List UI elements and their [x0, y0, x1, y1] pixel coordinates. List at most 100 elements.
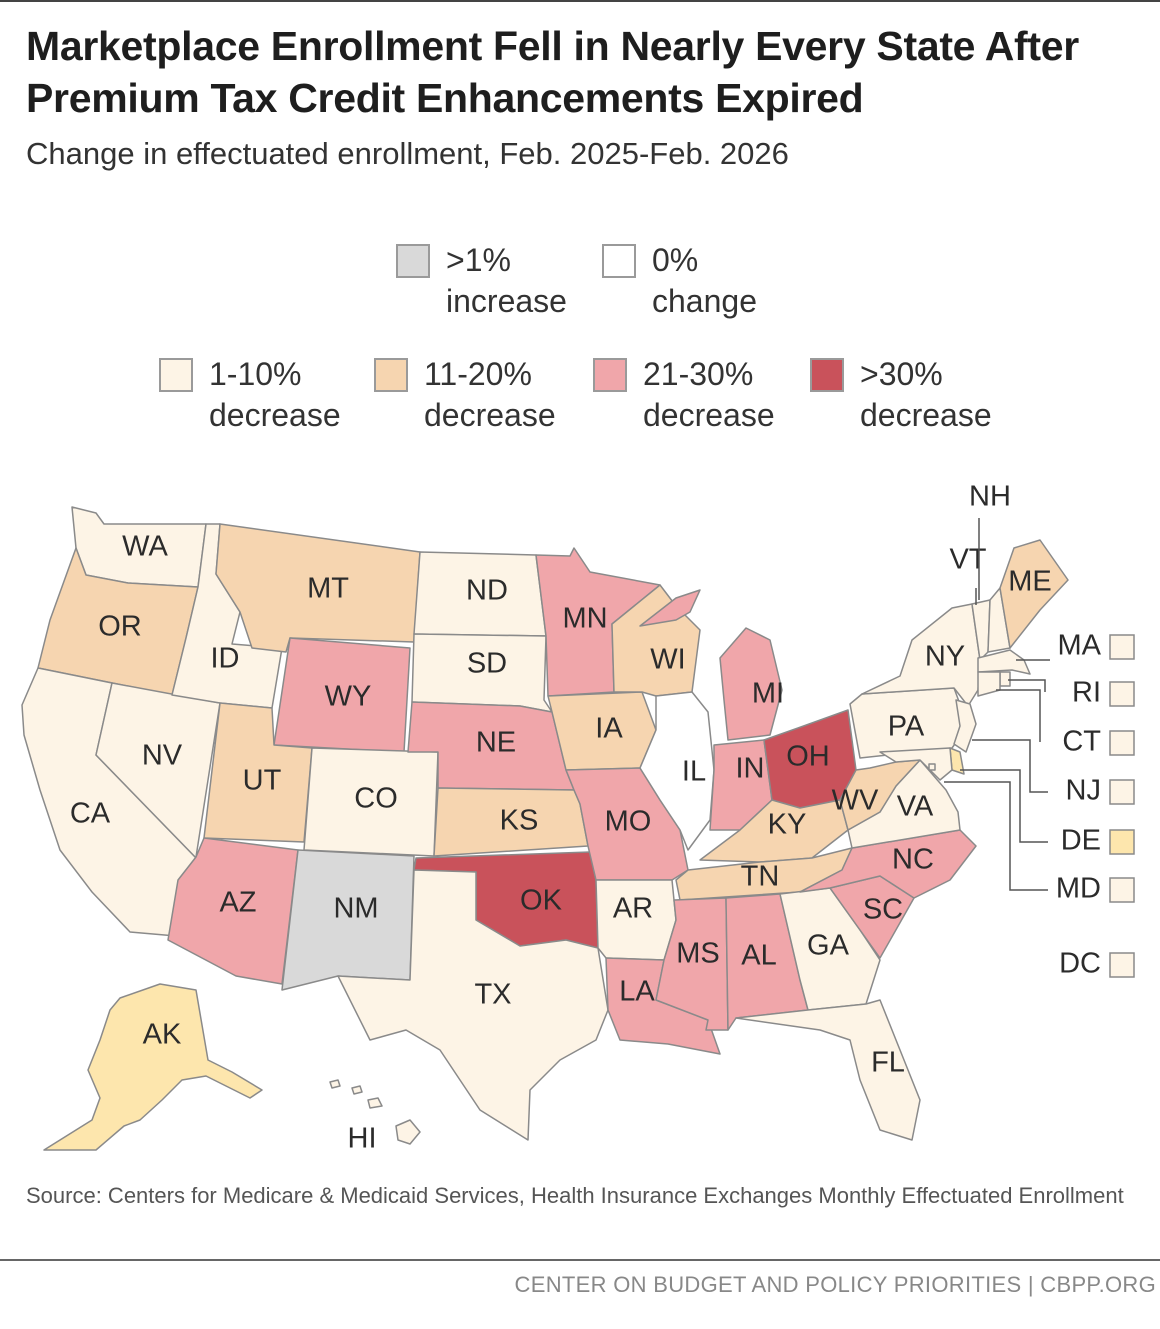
legend-item-dec-1-10: 1-10% decrease — [159, 354, 341, 436]
label-ga: GA — [807, 930, 850, 962]
side-swatch-ma — [1109, 634, 1135, 660]
state-nj[interactable] — [953, 699, 977, 753]
label-ia: IA — [595, 713, 623, 745]
state-ak[interactable] — [43, 983, 263, 1151]
label-il: IL — [682, 756, 706, 788]
label-wa: WA — [122, 531, 168, 563]
label-mn: MN — [562, 603, 607, 635]
bottom-rule — [0, 1259, 1160, 1261]
legend-item-dec-11-20: 11-20% decrease — [374, 354, 556, 436]
label-al: AL — [741, 940, 776, 972]
leader-nj — [972, 739, 1048, 793]
state-nc[interactable] — [799, 829, 977, 899]
label-ky: KY — [768, 809, 807, 841]
top-rule — [0, 0, 1160, 2]
legend-label-dec-30-plus: >30% decrease — [860, 356, 992, 433]
legend-swatch-dec-11-20 — [374, 358, 408, 392]
state-md[interactable] — [879, 747, 953, 781]
legend-item-dec-30-plus: >30% decrease — [810, 354, 992, 436]
legend-item-dec-21-30: 21-30% decrease — [593, 354, 775, 436]
label-hi: HI — [348, 1123, 377, 1155]
state-mi[interactable] — [639, 589, 783, 741]
label-id: ID — [211, 643, 240, 675]
side-label-ri: RI — [1072, 677, 1101, 709]
label-tn: TN — [741, 861, 780, 893]
label-ak: AK — [143, 1019, 182, 1051]
label-in: IN — [736, 753, 765, 785]
side-label-ma: MA — [1058, 630, 1102, 662]
label-sd: SD — [467, 648, 507, 680]
us-map: WA OR CA NV ID MT WY UT CO AZ NM ND SD N… — [21, 481, 1135, 1155]
label-wi: WI — [650, 644, 685, 676]
label-co: CO — [354, 783, 398, 815]
legend-swatch-increase — [396, 244, 430, 278]
state-fl[interactable] — [735, 999, 921, 1141]
label-mt: MT — [307, 573, 349, 605]
side-label-md: MD — [1056, 873, 1101, 905]
state-hi[interactable] — [329, 1079, 421, 1145]
state-dc[interactable] — [928, 763, 936, 771]
side-label-ct: CT — [1062, 726, 1101, 758]
state-il[interactable] — [639, 691, 715, 851]
label-me: ME — [1008, 566, 1052, 598]
label-sc: SC — [863, 894, 903, 926]
label-mi: MI — [752, 678, 784, 710]
label-nh: NH — [969, 481, 1011, 513]
side-swatch-de — [1109, 829, 1135, 855]
label-wv: WV — [832, 785, 879, 817]
leader-ct — [996, 689, 1041, 742]
side-label-nj: NJ — [1066, 775, 1101, 807]
legend-item-no-change: 0% change — [602, 240, 757, 322]
label-fl: FL — [871, 1047, 905, 1079]
label-nv: NV — [142, 740, 183, 772]
legend-label-no-change: 0% change — [652, 242, 757, 319]
side-swatch-nj — [1109, 779, 1135, 805]
state-ri[interactable] — [999, 671, 1011, 687]
legend-item-increase: >1% increase — [396, 240, 567, 322]
label-va: VA — [897, 791, 934, 823]
side-swatch-ri — [1109, 681, 1135, 707]
legend-swatch-dec-30-plus — [810, 358, 844, 392]
legend-label-increase: >1% increase — [446, 242, 567, 319]
label-tx: TX — [474, 979, 511, 1011]
legend-swatch-no-change — [602, 244, 636, 278]
leader-ri — [1008, 679, 1046, 692]
legend-swatch-dec-21-30 — [593, 358, 627, 392]
side-swatch-dc — [1109, 952, 1135, 978]
label-nd: ND — [466, 575, 508, 607]
label-ny: NY — [925, 641, 965, 673]
chart-title: Marketplace Enrollment Fell in Nearly Ev… — [26, 23, 1079, 121]
leader-md — [944, 781, 1048, 891]
label-ok: OK — [520, 885, 563, 917]
label-oh: OH — [786, 741, 830, 773]
label-ks: KS — [500, 805, 539, 837]
side-label-dc: DC — [1059, 948, 1101, 980]
leader-de — [960, 769, 1048, 843]
side-label-de: DE — [1061, 825, 1101, 857]
credit-line: CENTER ON BUDGET AND POLICY PRIORITIES |… — [514, 1272, 1156, 1297]
state-me[interactable] — [999, 539, 1069, 649]
label-ne: NE — [476, 727, 516, 759]
label-ut: UT — [243, 765, 282, 797]
label-nm: NM — [333, 893, 378, 925]
label-ca: CA — [70, 798, 111, 830]
label-or: OR — [98, 611, 142, 643]
state-tx[interactable] — [337, 869, 609, 1141]
legend-label-dec-11-20: 11-20% decrease — [424, 356, 556, 433]
label-mo: MO — [605, 806, 652, 838]
state-ct[interactable] — [977, 671, 1001, 697]
label-nc: NC — [892, 844, 934, 876]
legend-label-dec-1-10: 1-10% decrease — [209, 356, 341, 433]
label-ms: MS — [676, 938, 720, 970]
label-ar: AR — [613, 893, 653, 925]
label-az: AZ — [219, 887, 256, 919]
source-note: Source: Centers for Medicare & Medicaid … — [26, 1183, 1124, 1208]
label-pa: PA — [888, 711, 925, 743]
label-la: LA — [619, 976, 655, 1008]
chart-subtitle: Change in effectuated enrollment, Feb. 2… — [26, 136, 789, 171]
label-wy: WY — [325, 681, 372, 713]
label-vt: VT — [949, 544, 986, 576]
legend-label-dec-21-30: 21-30% decrease — [643, 356, 775, 433]
side-swatch-md — [1109, 877, 1135, 903]
side-swatch-ct — [1109, 730, 1135, 756]
